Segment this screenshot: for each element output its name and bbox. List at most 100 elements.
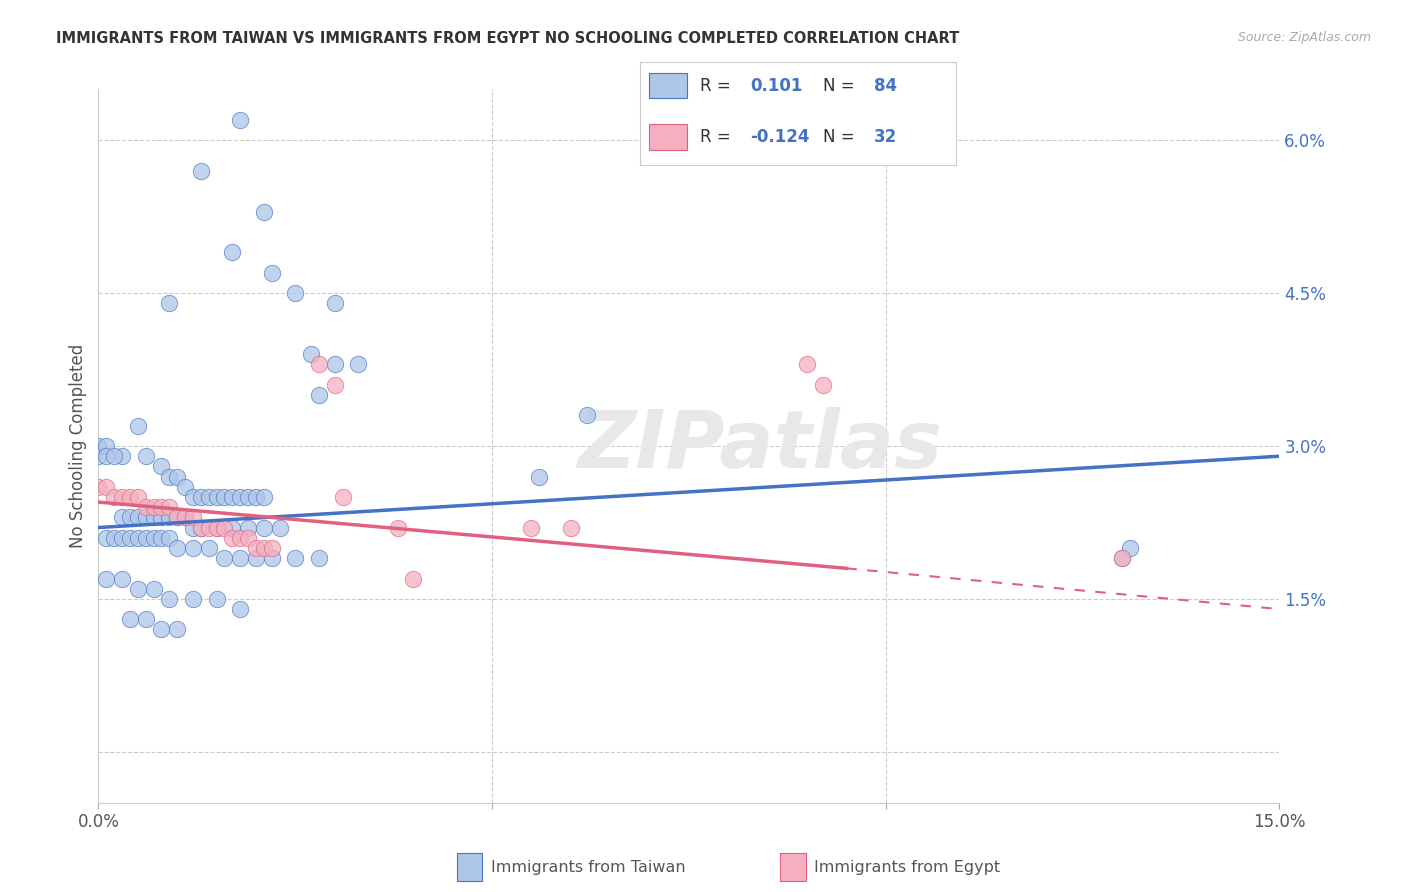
Point xyxy=(190,163,212,178)
Text: 84: 84 xyxy=(875,77,897,95)
Point xyxy=(347,358,370,372)
Point xyxy=(150,500,173,515)
Point xyxy=(260,541,283,555)
Point xyxy=(111,572,134,586)
Point xyxy=(111,510,134,524)
Point xyxy=(142,510,165,524)
Point xyxy=(197,520,219,534)
Point xyxy=(157,510,180,524)
Point xyxy=(214,551,236,566)
Point xyxy=(87,449,110,463)
Point xyxy=(323,377,346,392)
Text: Immigrants from Taiwan: Immigrants from Taiwan xyxy=(491,860,685,874)
Point xyxy=(174,510,197,524)
Point xyxy=(87,480,110,494)
Point xyxy=(96,449,118,463)
Point xyxy=(245,490,267,504)
Point xyxy=(229,531,252,545)
Point xyxy=(260,266,283,280)
Point xyxy=(221,490,243,504)
Point xyxy=(181,490,204,504)
Point xyxy=(1111,551,1133,566)
Point xyxy=(96,480,118,494)
Point xyxy=(96,439,118,453)
Text: R =: R = xyxy=(700,128,731,145)
Point xyxy=(111,490,134,504)
Y-axis label: No Schooling Completed: No Schooling Completed xyxy=(69,344,87,548)
Text: ZIPatlas: ZIPatlas xyxy=(578,407,942,485)
Point xyxy=(118,612,141,626)
Point xyxy=(103,449,125,463)
Point xyxy=(135,531,157,545)
Point xyxy=(174,510,197,524)
Point xyxy=(181,520,204,534)
Point xyxy=(166,469,188,483)
Point xyxy=(135,449,157,463)
Point xyxy=(166,510,188,524)
Point xyxy=(236,520,259,534)
Point xyxy=(197,490,219,504)
Text: N =: N = xyxy=(824,128,855,145)
Bar xyxy=(650,73,688,98)
Point xyxy=(181,591,204,606)
Point xyxy=(308,388,330,402)
Point xyxy=(127,490,149,504)
Point xyxy=(87,439,110,453)
Point xyxy=(221,245,243,260)
Point xyxy=(174,480,197,494)
Point xyxy=(190,490,212,504)
Point xyxy=(387,520,409,534)
Point xyxy=(205,591,228,606)
Point xyxy=(253,541,276,555)
Text: N =: N = xyxy=(824,77,855,95)
Point xyxy=(236,490,259,504)
Point xyxy=(205,520,228,534)
Point xyxy=(181,541,204,555)
Point xyxy=(150,623,173,637)
Point xyxy=(127,510,149,524)
Text: Immigrants from Egypt: Immigrants from Egypt xyxy=(814,860,1000,874)
Point xyxy=(284,551,307,566)
Point xyxy=(205,490,228,504)
Point xyxy=(253,490,276,504)
Point xyxy=(157,591,180,606)
Point xyxy=(166,510,188,524)
Point xyxy=(135,500,157,515)
Point xyxy=(253,520,276,534)
Point xyxy=(1111,551,1133,566)
Text: IMMIGRANTS FROM TAIWAN VS IMMIGRANTS FROM EGYPT NO SCHOOLING COMPLETED CORRELATI: IMMIGRANTS FROM TAIWAN VS IMMIGRANTS FRO… xyxy=(56,31,959,46)
Point xyxy=(157,296,180,310)
Point xyxy=(103,490,125,504)
Point xyxy=(157,469,180,483)
Point xyxy=(118,531,141,545)
Point xyxy=(127,418,149,433)
Point xyxy=(323,358,346,372)
Point xyxy=(520,520,543,534)
Point xyxy=(103,531,125,545)
Point xyxy=(260,551,283,566)
Point xyxy=(299,347,322,361)
Text: 32: 32 xyxy=(875,128,897,145)
Point xyxy=(402,572,425,586)
Point xyxy=(142,531,165,545)
Point xyxy=(323,296,346,310)
Point xyxy=(150,459,173,474)
Point xyxy=(308,358,330,372)
Point xyxy=(197,541,219,555)
Point xyxy=(236,531,259,545)
Bar xyxy=(650,124,688,150)
Text: 0.101: 0.101 xyxy=(751,77,803,95)
Point xyxy=(127,582,149,596)
Point xyxy=(253,204,276,219)
Point xyxy=(245,551,267,566)
Point xyxy=(135,612,157,626)
Point xyxy=(332,490,354,504)
Point xyxy=(142,582,165,596)
Point xyxy=(157,531,180,545)
Point xyxy=(166,623,188,637)
Point xyxy=(205,520,228,534)
Point xyxy=(229,602,252,616)
Point xyxy=(284,286,307,301)
Point xyxy=(308,551,330,566)
Point xyxy=(118,490,141,504)
